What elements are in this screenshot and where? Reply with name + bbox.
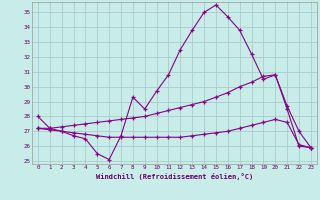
X-axis label: Windchill (Refroidissement éolien,°C): Windchill (Refroidissement éolien,°C) (96, 173, 253, 180)
